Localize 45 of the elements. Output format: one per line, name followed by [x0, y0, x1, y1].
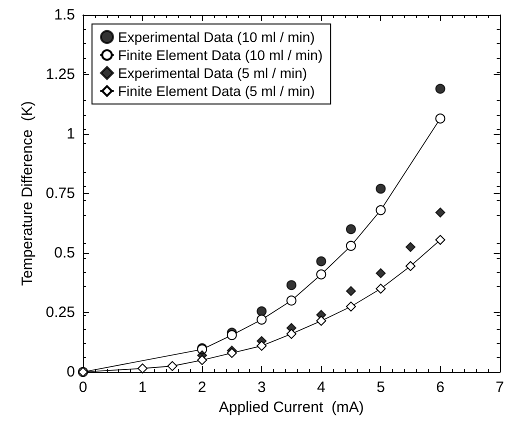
point — [435, 84, 446, 94]
legend-label: Finite Element Data (10 ml / min) — [118, 47, 323, 63]
point — [346, 302, 356, 312]
x-tick-label: 7 — [496, 379, 504, 396]
y-tick-label: 0.75 — [46, 185, 75, 202]
point — [406, 242, 416, 252]
point — [138, 363, 148, 374]
point — [197, 355, 208, 366]
y-axis-title: Temperature Difference (K) — [18, 101, 36, 286]
point — [286, 280, 296, 290]
y-tick-label: 0.5 — [54, 244, 75, 262]
y-tick-label: 1.25 — [46, 66, 75, 83]
x-tick-label: 0 — [78, 379, 88, 396]
point — [316, 316, 326, 326]
x-axis-title: Applied Current (mA) — [218, 399, 364, 416]
legend-label: Finite Element Data (5 ml / min) — [118, 83, 315, 99]
point — [376, 284, 386, 294]
point — [256, 306, 267, 316]
point — [286, 296, 296, 306]
point — [256, 340, 267, 351]
point — [435, 114, 446, 124]
y-tick-label: 0.25 — [46, 304, 75, 321]
point — [316, 269, 326, 280]
x-tick-label: 5 — [376, 379, 385, 396]
point — [376, 268, 386, 278]
point — [376, 184, 386, 194]
point — [286, 328, 296, 339]
y-tick-label: 1.5 — [54, 6, 75, 24]
x-tick-label: 6 — [436, 379, 444, 396]
x-tick-label: 3 — [257, 379, 266, 396]
y-tick-label: 1 — [66, 126, 75, 142]
legend-label: Experimental Data (5 ml / min) — [118, 65, 308, 81]
legend-label: Experimental Data (10 ml / min) — [118, 29, 315, 45]
point — [226, 330, 237, 340]
x-tick-label: 4 — [317, 379, 326, 396]
point — [376, 205, 386, 216]
point — [435, 208, 446, 218]
x-tick-label: 1 — [138, 379, 147, 396]
point — [346, 286, 356, 296]
x-tick-label: 2 — [198, 379, 206, 396]
point — [256, 314, 267, 325]
point — [316, 256, 326, 266]
y-tick-label: 0 — [66, 364, 75, 380]
point — [346, 224, 356, 234]
point — [346, 240, 356, 251]
